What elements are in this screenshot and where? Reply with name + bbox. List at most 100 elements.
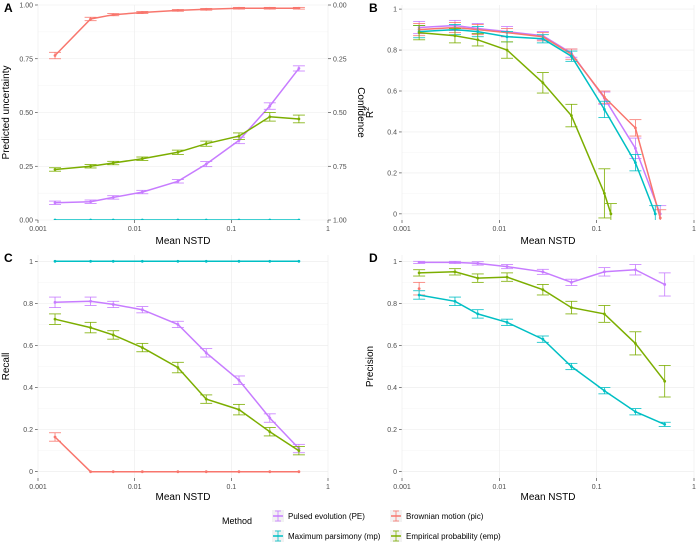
x-tick-label-c: 0.01 — [128, 484, 142, 491]
y-tick-label-d: 0.2 — [387, 427, 397, 434]
series-line-empirical-b — [419, 31, 612, 215]
y-tick-label-d: 0.8 — [387, 301, 397, 308]
data-point-brownian-a — [89, 17, 92, 21]
panel-label-a: A — [4, 1, 13, 15]
data-point-maximum-c — [89, 259, 92, 263]
data-point-maximum-d — [663, 422, 667, 426]
data-point-empirical-b — [609, 212, 613, 216]
y-axis-title-a: Predicted uncertainty — [1, 66, 12, 160]
data-point-empirical-d — [633, 341, 637, 345]
y-tick-label-a: 0.00 — [19, 218, 33, 225]
data-point-empirical-d — [602, 312, 606, 316]
data-point-maximum-b — [633, 161, 637, 165]
data-point-brownian-c — [89, 470, 92, 474]
y2-tick-label-a: 1.00 — [333, 218, 347, 225]
data-point-maximum-c — [297, 259, 301, 263]
x-tick-label-a: 0.01 — [128, 226, 142, 233]
data-point-pulsed-d — [602, 270, 606, 274]
series-group-d — [413, 260, 671, 427]
x-tick-label-d: 0.1 — [592, 484, 602, 491]
data-point-maximum-a — [237, 218, 241, 220]
data-point-brownian-b — [658, 216, 662, 220]
panel-d: D 0 0.2 0.4 0.6 0.8 1 0.001 0.01 0.1 1 Mean NSTD Pr… — [365, 251, 696, 503]
data-point-empirical-b — [476, 38, 480, 42]
data-point-pulsed-d — [663, 283, 667, 286]
data-point-pulsed-d — [505, 265, 509, 268]
data-point-maximum-a — [111, 218, 115, 220]
legend-item-label: Brownian motion (pic) — [406, 512, 484, 521]
data-point-maximum-a — [53, 218, 57, 220]
data-point-empirical-a — [53, 168, 57, 171]
data-point-maximum-b — [505, 35, 509, 39]
x-tick-label-a: 0.001 — [29, 226, 47, 233]
data-point-empirical-a — [297, 117, 301, 121]
data-point-maximum-d — [505, 320, 509, 324]
y-axis-title-b: R2 — [364, 107, 376, 118]
y-axis-title-text-d: Precision — [365, 346, 376, 387]
data-point-pulsed-d — [569, 280, 573, 284]
y-tick-label-b: 0 — [393, 211, 397, 218]
y-tick-label-c: 0.6 — [23, 343, 33, 350]
data-point-empirical-b — [453, 34, 457, 38]
data-point-pulsed-d — [633, 268, 637, 272]
y-tick-label-c: 0.4 — [23, 385, 33, 392]
data-point-maximum-c — [176, 259, 180, 263]
data-point-brownian-a — [111, 13, 115, 17]
series-group-c — [49, 259, 305, 474]
data-point-pulsed-c — [53, 300, 57, 304]
data-point-empirical-a — [268, 115, 272, 119]
data-point-brownian-b — [633, 126, 637, 130]
y2-tick-label-a: 0.25 — [333, 56, 347, 63]
x-tick-label-d: 0.01 — [493, 484, 507, 491]
panel-c: C 0 0.2 0.4 0.6 0.8 1 0.001 0.01 0.1 1 Mean NSTD Re… — [1, 251, 330, 503]
y-tick-label-a: 0.50 — [19, 110, 33, 117]
legend: Method Pulsed evolution (PE) Brownian moti… — [222, 510, 501, 542]
data-point-empirical-a — [176, 150, 180, 154]
data-point-brownian-c — [53, 435, 57, 439]
data-point-maximum-c — [237, 259, 241, 263]
y-tick-label-b: 0.4 — [387, 129, 397, 136]
data-point-maximum-a — [297, 218, 301, 220]
data-point-empirical-d — [541, 288, 545, 292]
data-point-empirical-c — [89, 326, 92, 329]
x-tick-label-a: 1 — [326, 226, 330, 233]
data-point-pulsed-c — [111, 303, 115, 306]
data-point-brownian-a — [53, 54, 57, 57]
data-point-maximum-d — [417, 293, 421, 297]
data-point-empirical-d — [476, 276, 480, 280]
data-point-pulsed-a — [53, 201, 57, 205]
data-point-pulsed-a — [268, 104, 272, 108]
data-point-empirical-b — [505, 48, 509, 52]
data-point-pulsed-a — [140, 190, 144, 194]
data-point-brownian-c — [237, 470, 241, 474]
data-point-empirical-a — [237, 134, 241, 138]
data-point-maximum-d — [569, 365, 573, 368]
y-tick-label-b: 0.6 — [387, 89, 397, 96]
data-point-empirical-d — [505, 275, 509, 279]
data-point-brownian-a — [268, 6, 272, 10]
data-point-empirical-b — [569, 114, 573, 117]
data-point-empirical-c — [204, 397, 208, 401]
x-tick-label-d: 1 — [692, 484, 696, 491]
x-tick-label-c: 0.001 — [29, 484, 47, 491]
data-point-empirical-d — [417, 271, 421, 275]
panel-label-c: C — [4, 251, 13, 265]
data-point-maximum-d — [476, 312, 480, 316]
x-tick-label-a: 0.1 — [226, 226, 236, 233]
data-point-pulsed-d — [541, 270, 545, 274]
y2-axis-title-a: Confidence — [355, 87, 366, 138]
x-tick-label-b: 0.01 — [493, 226, 507, 233]
series-group-a — [49, 6, 305, 220]
data-point-maximum-b — [653, 212, 657, 216]
y2-tick-label-a: 0.75 — [333, 164, 347, 171]
data-point-pulsed-c — [89, 299, 92, 303]
x-tick-label-d: 0.001 — [393, 484, 411, 491]
data-point-maximum-c — [204, 259, 208, 263]
data-point-empirical-a — [89, 164, 92, 168]
y-tick-label-d: 0.4 — [387, 385, 397, 392]
data-point-maximum-b — [541, 37, 545, 41]
data-point-brownian-c — [111, 470, 115, 474]
y2-tick-label-a: 0.00 — [333, 3, 347, 10]
data-point-maximum-d — [602, 389, 606, 393]
